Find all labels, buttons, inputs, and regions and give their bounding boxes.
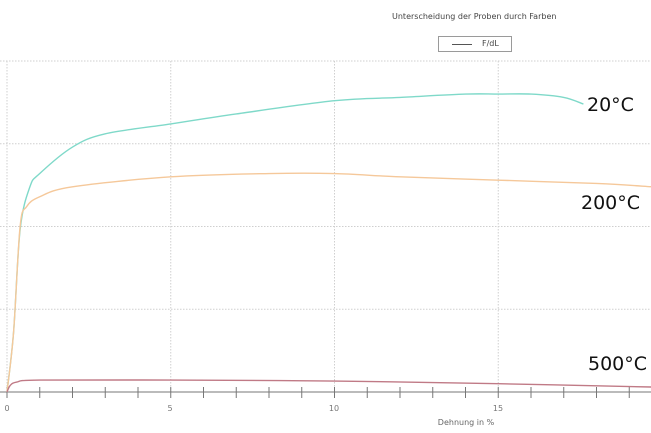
x-axis-label: Dehnung in % bbox=[437, 418, 495, 427]
data-series bbox=[6, 93, 651, 393]
series-line-500c bbox=[6, 379, 651, 393]
x-axis bbox=[0, 387, 651, 398]
series-line-20c bbox=[6, 93, 584, 393]
x-tick-label-15: 15 bbox=[492, 404, 504, 413]
chart-title: Unterscheidung der Proben durch Farben bbox=[392, 12, 557, 21]
series-line-200c bbox=[6, 172, 651, 393]
series-label-500c: 500°C bbox=[588, 353, 648, 375]
legend-line-swatch bbox=[452, 44, 472, 45]
x-tick-label-0: 0 bbox=[4, 404, 10, 413]
series-label-20c: 20°C bbox=[587, 94, 634, 116]
x-tick-label-5: 5 bbox=[167, 404, 173, 413]
legend-label: F/dL bbox=[482, 39, 499, 48]
gridlines bbox=[0, 60, 651, 392]
x-tick-label-10: 10 bbox=[328, 404, 340, 413]
legend: F/dL bbox=[438, 36, 512, 52]
series-label-200c: 200°C bbox=[581, 192, 641, 214]
